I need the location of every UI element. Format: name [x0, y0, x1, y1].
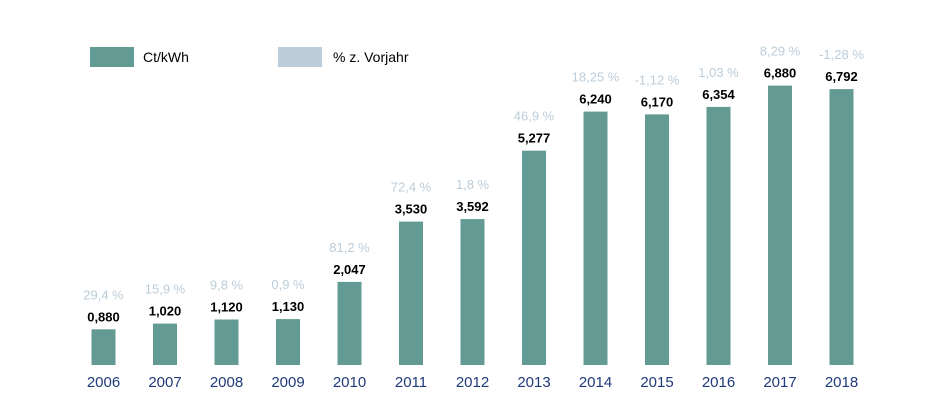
x-tick-label-2017: 2017: [763, 374, 796, 391]
pct-label-2011: 72,4 %: [391, 180, 432, 195]
pct-label-2012: 1,8 %: [456, 177, 490, 192]
bar-2015: [645, 114, 669, 366]
bar-2013: [522, 150, 546, 365]
legend-swatch-ct-kwh: [90, 47, 134, 67]
pct-label-2008: 9,8 %: [210, 278, 244, 293]
x-tick-label-2007: 2007: [148, 374, 181, 391]
pct-label-2015: -1,12 %: [635, 72, 680, 87]
bar-2016: [706, 106, 731, 366]
pct-label-2016: 1,03 %: [698, 65, 739, 80]
x-axis-tick-labels: 2006 2007 2008 2009 2010 2011 2012 2013 2014 2015…: [87, 374, 858, 391]
value-label-2010: 2,047: [333, 262, 366, 277]
value-label-2007: 1,020: [149, 304, 182, 319]
x-tick-label-2018: 2018: [825, 374, 858, 391]
x-tick-label-2015: 2015: [640, 374, 673, 391]
legend-label-ct-kwh: Ct/kWh: [143, 49, 189, 65]
pct-label-2006: 29,4 %: [83, 287, 124, 302]
pct-label-2017: 8,29 %: [760, 44, 801, 59]
bars-group: [91, 85, 854, 366]
chart-legend: Ct/kWh % z. Vorjahr: [90, 47, 409, 67]
value-label-2015: 6,170: [641, 94, 674, 109]
value-label-2009: 1,130: [272, 299, 305, 314]
x-tick-label-2013: 2013: [517, 374, 550, 391]
x-tick-label-2008: 2008: [210, 374, 243, 391]
value-label-2011: 3,530: [395, 202, 428, 217]
bar-2017: [768, 85, 792, 365]
bar-2008: [214, 319, 239, 365]
bar-2011: [399, 221, 423, 365]
x-tick-label-2009: 2009: [271, 374, 304, 391]
value-label-2014: 6,240: [579, 92, 612, 107]
legend-swatch-pct-vorjahr: [278, 47, 322, 67]
bar-2018: [829, 89, 854, 365]
pct-label-2013: 46,9 %: [514, 109, 555, 124]
pct-label-2014: 18,25 %: [572, 70, 620, 85]
value-label-2013: 5,277: [518, 131, 551, 146]
legend-label-pct-vorjahr: % z. Vorjahr: [333, 49, 409, 65]
value-label-2018: 6,792: [825, 69, 858, 84]
bar-2006: [91, 329, 116, 365]
bar-2007: [153, 323, 177, 365]
pct-label-2010: 81,2 %: [329, 240, 370, 255]
pct-label-2009: 0,9 %: [271, 277, 305, 292]
bar-2014: [583, 111, 608, 365]
value-label-2017: 6,880: [764, 66, 797, 81]
pct-labels-group: 29,4 % 15,9 % 9,8 % 0,9 % 81,2 % 72,4 % 1,8 % 4…: [83, 44, 864, 303]
value-labels-group: 0,880 1,020 1,120 1,130 2,047 3,530 3,592 5,277…: [87, 66, 858, 325]
x-tick-label-2006: 2006: [87, 374, 120, 391]
bar-2009: [276, 319, 300, 365]
bar-2010: [337, 281, 362, 365]
x-tick-label-2010: 2010: [333, 374, 366, 391]
x-tick-label-2011: 2011: [395, 374, 427, 391]
value-label-2006: 0,880: [87, 309, 120, 324]
value-label-2016: 6,354: [702, 87, 735, 102]
x-tick-label-2014: 2014: [579, 374, 612, 391]
value-label-2012: 3,592: [456, 199, 489, 214]
pct-label-2007: 15,9 %: [145, 282, 186, 297]
x-tick-label-2012: 2012: [456, 374, 489, 391]
value-label-2008: 1,120: [210, 300, 243, 315]
pct-label-2018: -1,28 %: [819, 47, 864, 62]
bar-2012: [460, 219, 485, 365]
x-tick-label-2016: 2016: [702, 374, 735, 391]
